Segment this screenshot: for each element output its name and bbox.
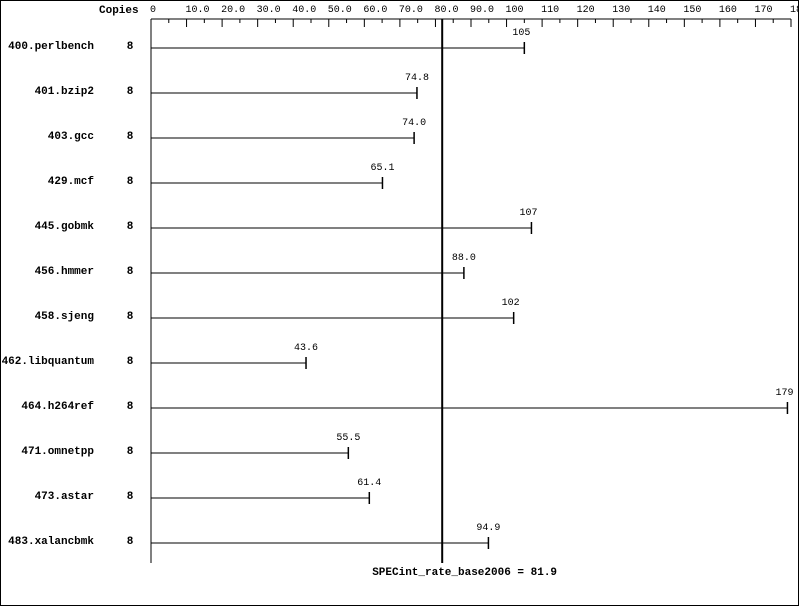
x-tick-label: 180 [790, 5, 799, 16]
x-tick-label: 120 [577, 5, 595, 16]
bar-value-label: 179 [775, 388, 793, 399]
benchmark-name: 471.omnetpp [0, 446, 94, 458]
spec-chart: 0 10.0 20.0 30.0 40.0 50.0 60.0 70.0 80.0 90.0 100… [0, 0, 799, 606]
copies-value: 8 [123, 176, 137, 188]
x-tick-label: 150 [683, 5, 701, 16]
x-tick-label: 50.0 [328, 5, 352, 16]
x-tick-label: 20.0 [221, 5, 245, 16]
x-tick-label: 100 [506, 5, 524, 16]
copies-header: Copies [99, 5, 139, 17]
copies-value: 8 [123, 266, 137, 278]
benchmark-name: 403.gcc [0, 131, 94, 143]
bar-value-label: 88.0 [452, 253, 476, 264]
copies-value: 8 [123, 401, 137, 413]
x-tick-label: 10.0 [186, 5, 210, 16]
x-tick-label: 170 [754, 5, 772, 16]
benchmark-name: 473.astar [0, 491, 94, 503]
bar-value-label: 61.4 [357, 478, 381, 489]
bar-value-label: 94.9 [476, 523, 500, 534]
bar-value-label: 105 [512, 28, 530, 39]
bar-value-label: 102 [502, 298, 520, 309]
benchmark-name: 429.mcf [0, 176, 94, 188]
reference-line-label: SPECint_rate_base2006 = 81.9 [372, 567, 557, 579]
benchmark-name: 445.gobmk [0, 221, 94, 233]
copies-value: 8 [123, 221, 137, 233]
x-tick-label: 110 [541, 5, 559, 16]
bar-value-label: 65.1 [370, 163, 394, 174]
benchmark-name: 458.sjeng [0, 311, 94, 323]
copies-value: 8 [123, 491, 137, 503]
copies-value: 8 [123, 356, 137, 368]
chart-svg [1, 1, 799, 607]
copies-value: 8 [123, 446, 137, 458]
copies-value: 8 [123, 311, 137, 323]
x-tick-label: 130 [612, 5, 630, 16]
x-tick-label: 70.0 [399, 5, 423, 16]
copies-value: 8 [123, 536, 137, 548]
benchmark-name: 400.perlbench [0, 41, 94, 53]
x-tick-label: 90.0 [470, 5, 494, 16]
x-tick-label: 60.0 [363, 5, 387, 16]
copies-value: 8 [123, 131, 137, 143]
bar-value-label: 43.6 [294, 343, 318, 354]
bar-value-label: 74.0 [402, 118, 426, 129]
copies-value: 8 [123, 41, 137, 53]
bar-value-label: 55.5 [336, 433, 360, 444]
copies-value: 8 [123, 86, 137, 98]
benchmark-name: 456.hmmer [0, 266, 94, 278]
benchmark-name: 483.xalancbmk [0, 536, 94, 548]
x-tick-label: 40.0 [292, 5, 316, 16]
bar-value-label: 107 [519, 208, 537, 219]
x-tick-label: 30.0 [257, 5, 281, 16]
x-tick-label: 160 [719, 5, 737, 16]
benchmark-name: 401.bzip2 [0, 86, 94, 98]
benchmark-name: 464.h264ref [0, 401, 94, 413]
benchmark-name: 462.libquantum [0, 356, 94, 368]
x-tick-label: 0 [150, 5, 156, 16]
bar-value-label: 74.8 [405, 73, 429, 84]
x-tick-label: 140 [648, 5, 666, 16]
x-tick-label: 80.0 [434, 5, 458, 16]
